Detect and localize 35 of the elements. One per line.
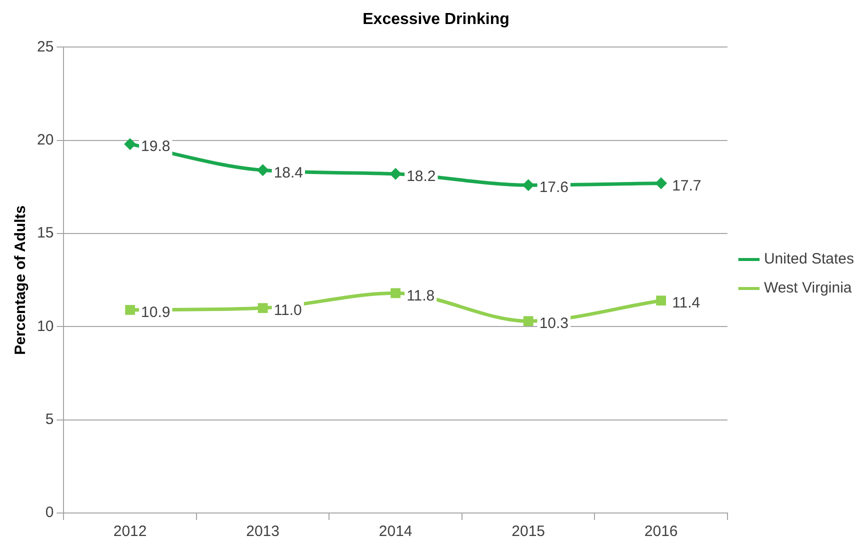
x-tick-label: 2013: [246, 523, 280, 540]
legend-label: United States: [764, 250, 854, 268]
data-label: 17.6: [539, 179, 569, 196]
data-label: 11.8: [406, 287, 435, 304]
data-label: 11.0: [274, 302, 302, 320]
point: [256, 164, 269, 176]
y-tick-label: 25: [36, 38, 54, 56]
point: [124, 138, 136, 150]
point: [390, 168, 402, 180]
data-label: 18.4: [274, 164, 304, 182]
point: [258, 303, 268, 313]
y-tick-label: 5: [45, 410, 54, 428]
x-tick-label: 2012: [113, 523, 147, 540]
data-label: 10.9: [141, 304, 170, 322]
point: [655, 177, 668, 190]
data-label: 19.8: [141, 138, 170, 156]
legend-label: West Virginia: [764, 280, 852, 297]
data-label: 18.2: [406, 168, 436, 186]
x-tick-label: 2014: [378, 523, 412, 540]
chart-title: Excessive Drinking: [362, 11, 510, 28]
data-label: 17.7: [672, 177, 702, 194]
point: [125, 304, 136, 315]
point: [522, 179, 534, 192]
data-label: 11.4: [672, 294, 700, 312]
point: [656, 296, 666, 306]
point: [523, 316, 534, 326]
y-axis-title: Percentage of Adults: [12, 205, 30, 355]
point: [390, 288, 401, 298]
y-tick-label: 0: [45, 504, 54, 522]
y-tick-label: 15: [36, 224, 54, 242]
x-tick-label: 2015: [512, 523, 546, 540]
x-tick-label: 2016: [644, 523, 678, 540]
y-tick-label: 20: [36, 132, 54, 148]
y-tick-label: 10: [36, 318, 54, 335]
data-label: 10.3: [539, 315, 569, 332]
